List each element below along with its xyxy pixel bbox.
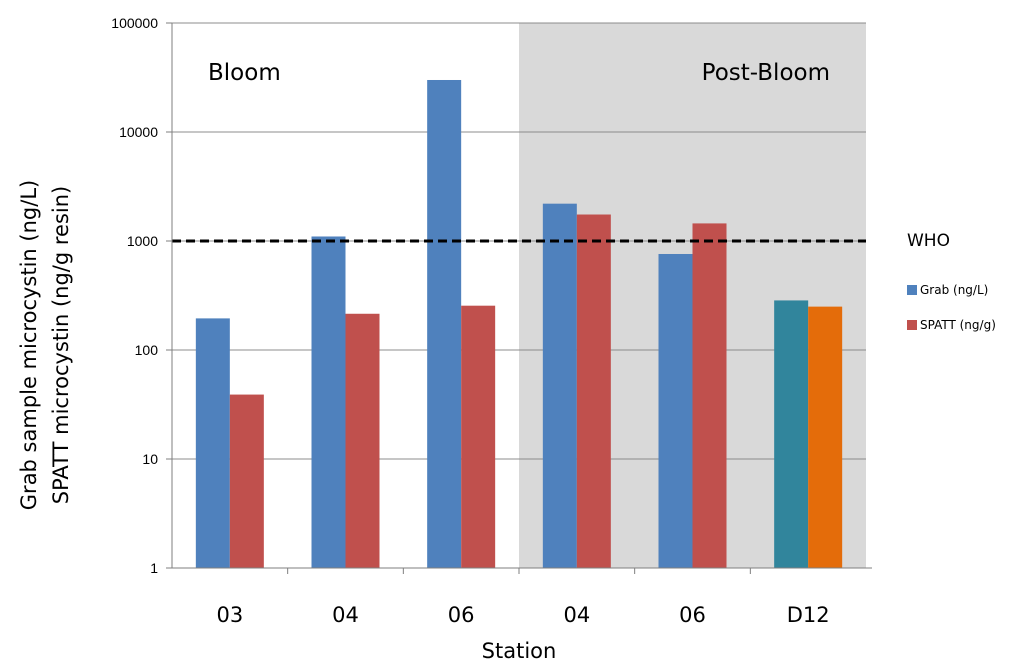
y-axis-title-line-2: SPATT microcystin (ng/g resin) <box>49 186 73 504</box>
y-tick-label-100: 100 <box>135 342 159 358</box>
who-label: WHO <box>907 231 950 251</box>
labels: Bloom Post-Bloom Station Grab sample mic… <box>17 60 950 663</box>
x-tick-label-4: 06 <box>679 603 706 627</box>
y-axis-title-line-1: Grab sample microcystin (ng/L) <box>17 180 41 510</box>
bar-spatt-4 <box>692 223 727 568</box>
bar-grab-5 <box>774 300 809 568</box>
y-tick-label-1: 1 <box>150 560 158 576</box>
bar-spatt-0 <box>229 394 264 568</box>
x-tick-label-0: 03 <box>216 603 243 627</box>
y-tick-label-10: 10 <box>142 451 158 467</box>
bar-spatt-3 <box>576 214 611 568</box>
bar-grab-4 <box>658 253 693 568</box>
y-tick-label-100000: 100000 <box>111 15 158 31</box>
period-label-post-bloom: Post-Bloom <box>702 60 830 86</box>
x-tick-label-3: 04 <box>563 603 590 627</box>
bar-spatt-2 <box>461 305 496 568</box>
bar-grab-3 <box>542 203 577 568</box>
legend-label-spatt: SPATT (ng/g) <box>920 318 996 332</box>
legend-label-grab: Grab (ng/L) <box>920 283 988 297</box>
bars <box>195 79 843 569</box>
period-label-bloom: Bloom <box>208 60 281 86</box>
y-tick-label-1000: 1000 <box>127 233 158 249</box>
x-tick-label-1: 04 <box>332 603 359 627</box>
bar-spatt-1 <box>345 313 380 568</box>
bar-grab-0 <box>195 318 230 568</box>
x-axis-title: Station <box>482 639 557 663</box>
legend-swatch-spatt <box>907 320 917 330</box>
legend-swatch-grab <box>907 285 917 295</box>
legend: Grab (ng/L) SPATT (ng/g) <box>907 283 996 332</box>
y-tick-label-10000: 10000 <box>119 124 158 140</box>
bar-grab-1 <box>311 236 346 568</box>
x-tick-label-5: D12 <box>787 603 830 627</box>
axes: 1 10 100 1000 10000 100000 03 04 06 04 06 D12 <box>111 15 872 627</box>
x-tick-label-2: 06 <box>448 603 475 627</box>
bar-grab-2 <box>427 79 462 569</box>
bar-spatt-5 <box>808 306 843 568</box>
